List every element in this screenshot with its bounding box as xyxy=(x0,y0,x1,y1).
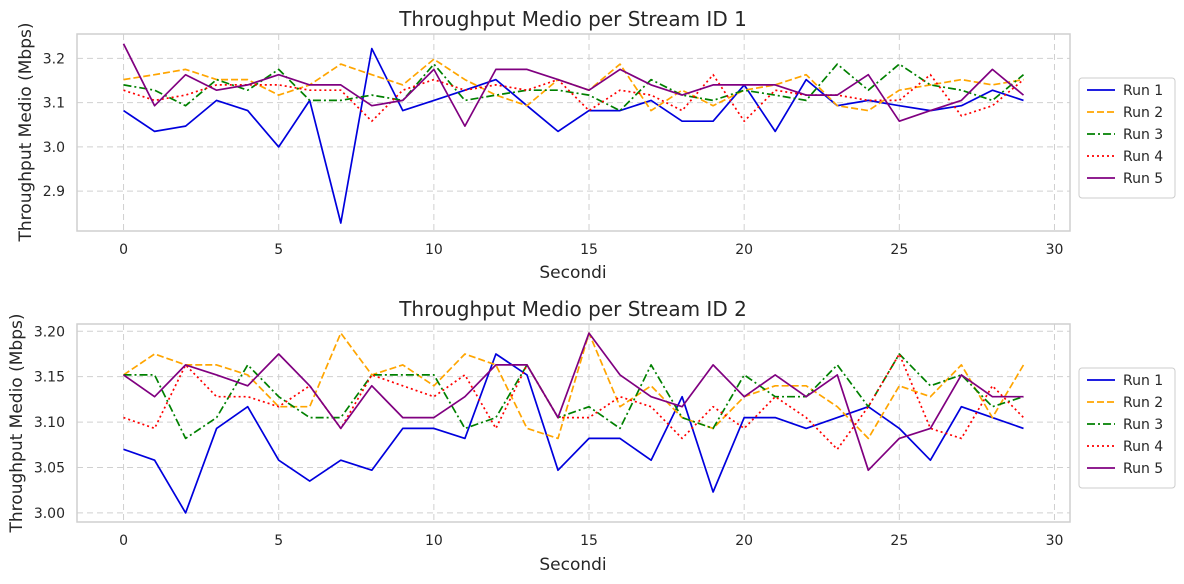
chart-stream-2: Throughput Medio per Stream ID 2 0 5 10 15 2… xyxy=(7,297,1176,575)
legend-label: Run 2 xyxy=(1123,395,1163,411)
y-tick-label: 3.2 xyxy=(43,51,65,67)
legend-label: Run 4 xyxy=(1123,439,1163,455)
y-tick-label: 3.00 xyxy=(34,506,65,522)
plot-frame xyxy=(76,323,1071,523)
x-tick-label: 30 xyxy=(1046,242,1064,258)
y-tick-label: 3.05 xyxy=(34,461,65,477)
x-tick-label: 5 xyxy=(274,242,283,258)
x-tick-label: 0 xyxy=(119,533,128,549)
chart-title: Throughput Medio per Stream ID 2 xyxy=(398,297,747,321)
series-line-run-1 xyxy=(123,47,1024,224)
y-tick-label: 3.20 xyxy=(34,324,65,340)
series-line-run-2 xyxy=(123,332,1025,440)
x-tick-label: 20 xyxy=(735,242,753,258)
y-tick-label: 3.15 xyxy=(34,370,65,386)
legend-box xyxy=(1078,367,1176,489)
chart-title: Throughput Medio per Stream ID 1 xyxy=(398,7,747,31)
series-line-run-4 xyxy=(123,353,1025,451)
legend-label: Run 1 xyxy=(1123,373,1163,389)
y-tick-label: 3.1 xyxy=(43,96,65,112)
x-tick-label: 25 xyxy=(890,242,908,258)
series-line-run-3 xyxy=(123,63,1025,112)
y-tick-label: 2.9 xyxy=(43,184,65,200)
legend-label: Run 3 xyxy=(1123,417,1163,433)
legend: Run 1 Run 2 Run 3 Run 4 Run 5 xyxy=(1078,77,1176,199)
legend-label: Run 1 xyxy=(1123,83,1163,99)
legend-label: Run 3 xyxy=(1123,127,1163,143)
x-tick-label: 15 xyxy=(580,533,598,549)
x-tick-label: 0 xyxy=(119,242,128,258)
plot-frame xyxy=(76,33,1071,232)
legend-label: Run 2 xyxy=(1123,105,1163,121)
x-tick-label: 15 xyxy=(580,242,598,258)
legend: Run 1 Run 2 Run 3 Run 4 Run 5 xyxy=(1078,367,1176,489)
x-tick-label: 10 xyxy=(425,533,443,549)
y-axis-label: Throughput Medio (Mbps) xyxy=(16,23,36,243)
series-line-run-5 xyxy=(122,43,1025,127)
y-tick-label: 3.0 xyxy=(43,140,65,156)
legend-box xyxy=(1078,77,1176,199)
x-tick-label: 10 xyxy=(425,242,443,258)
series-line-run-3 xyxy=(123,353,1024,440)
x-tick-label: 25 xyxy=(890,533,908,549)
x-tick-label: 5 xyxy=(274,533,283,549)
x-axis-label: Secondi xyxy=(539,263,606,283)
x-tick-label: 20 xyxy=(735,533,753,549)
legend-label: Run 5 xyxy=(1123,461,1163,477)
series-line-run-1 xyxy=(123,353,1024,514)
legend-label: Run 5 xyxy=(1123,171,1163,187)
y-axis-label: Throughput Medio (Mbps) xyxy=(7,314,27,534)
legend-label: Run 4 xyxy=(1123,149,1163,165)
x-tick-label: 30 xyxy=(1046,533,1064,549)
series-line-run-2 xyxy=(123,58,1024,112)
x-axis-label: Secondi xyxy=(539,555,606,575)
y-tick-label: 3.10 xyxy=(34,415,65,431)
chart-stream-1: Throughput Medio per Stream ID 1 0 5 10 15 2… xyxy=(16,7,1176,283)
series-line-run-5 xyxy=(123,332,1024,472)
